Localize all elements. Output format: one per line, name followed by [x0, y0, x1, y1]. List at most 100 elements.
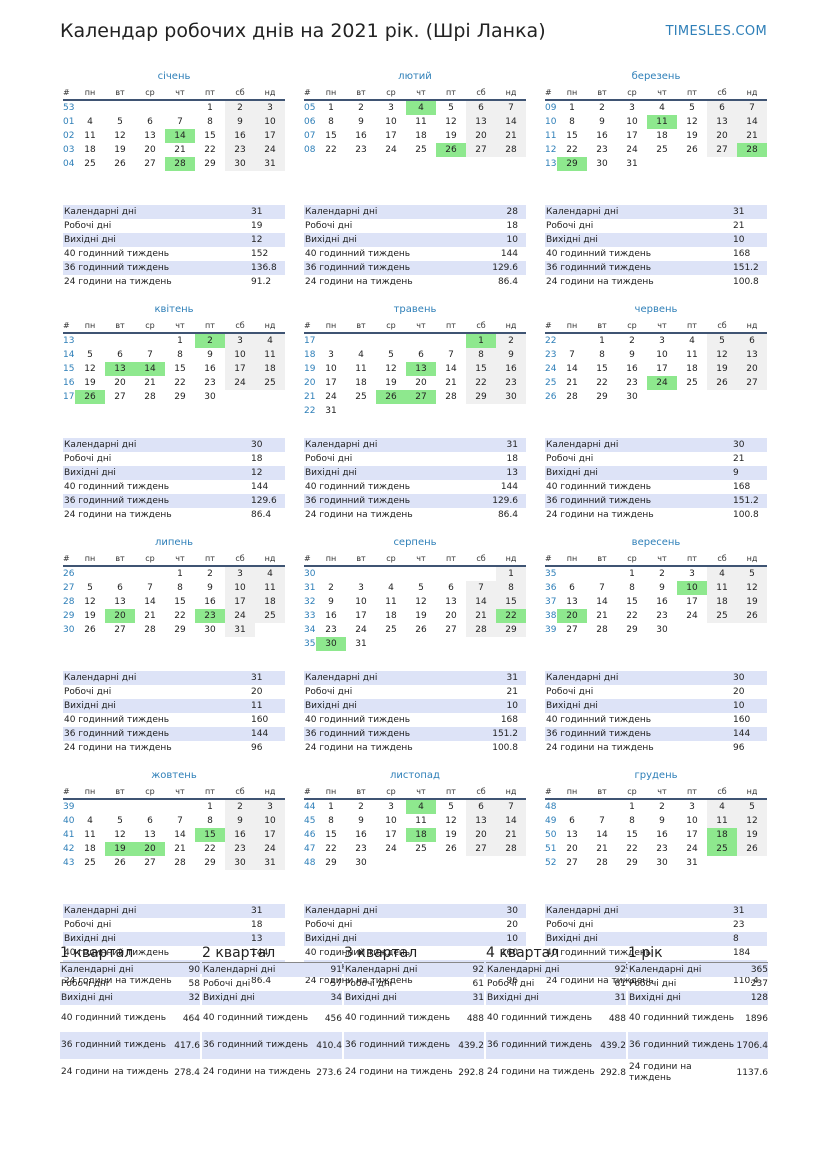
- empty-day: [436, 334, 466, 348]
- stat-label: Робочі дні: [305, 454, 353, 464]
- stat-label: 24 години на тиждень: [64, 277, 172, 287]
- empty-day: [737, 390, 767, 404]
- stat-row: Робочі дні 21: [545, 452, 767, 466]
- stat-row: 36 годинний тиждень 151.2: [545, 494, 767, 508]
- weekday-label: ср: [386, 787, 396, 796]
- stat-row: Календарні дні 28: [304, 205, 526, 219]
- stat-row: Вихідні дні 10: [304, 699, 526, 713]
- day-cell: 31: [686, 858, 698, 868]
- day-cell: 7: [177, 117, 183, 127]
- holiday-day: 28: [165, 157, 195, 171]
- empty-day: [105, 101, 135, 115]
- day-cell: 20: [114, 378, 126, 388]
- weekday-label: нд: [746, 88, 758, 97]
- stat-value: 100.8: [733, 510, 759, 520]
- week-number: 48: [304, 858, 316, 868]
- day-cell: 14: [496, 814, 526, 828]
- day-cell: 27: [466, 143, 496, 157]
- week-number-header: #: [63, 787, 70, 796]
- month-calendar: # пн вт ср чт пт сб нд 48 1 2 3 4 5 49 6 7 8 9 10 11 12 50 13 14…: [545, 786, 767, 884]
- stat-label: 40 годинний тиждень: [546, 482, 652, 492]
- weekday-label: чт: [175, 321, 185, 330]
- day-cell: 7: [147, 350, 153, 360]
- day-cell: 16: [325, 611, 337, 621]
- day-cell: 25: [255, 376, 285, 390]
- quarter-stat-label: Вихідні дні: [345, 992, 397, 1003]
- week-number-header: #: [63, 88, 70, 97]
- day-cell: 21: [596, 611, 608, 621]
- week-number-header: #: [304, 88, 311, 97]
- weekday-label: нд: [264, 554, 276, 563]
- stat-row: Календарні дні 30: [545, 438, 767, 452]
- weekday-header: # пн вт ср чт пт сб нд: [63, 320, 285, 334]
- week-number: 38: [545, 611, 557, 621]
- stat-label: 36 годинний тиждень: [546, 496, 652, 506]
- empty-day: [346, 567, 376, 581]
- day-cell: 24: [255, 842, 285, 856]
- week-row: 42 18 19 20 21 22 23 24: [63, 842, 285, 856]
- weekday-label: вт: [597, 321, 607, 330]
- quarter-stat-row: Календарні дні 365: [628, 963, 768, 977]
- day-cell: 14: [596, 830, 608, 840]
- stat-row: Робочі дні 20: [304, 918, 526, 932]
- stat-row: Календарні дні 31: [63, 904, 285, 918]
- day-cell: 6: [466, 800, 496, 814]
- holiday-day: 19: [105, 842, 135, 856]
- day-cell: 13: [707, 115, 737, 129]
- empty-day: [707, 157, 737, 171]
- day-cell: 9: [207, 350, 213, 360]
- day-cell: 21: [496, 129, 526, 143]
- month-3: березень # пн вт ср чт пт сб нд 09 1 2 3 4 5 6 7 10 8 9 10 11…: [545, 70, 767, 289]
- weekday-label: вт: [115, 88, 125, 97]
- week-number: 19: [304, 364, 316, 374]
- day-cell: 2: [629, 336, 635, 346]
- week-row: 02 11 12 13 14 15 16 17: [63, 129, 285, 143]
- stat-row: 36 годинний тиждень 144: [63, 727, 285, 741]
- empty-day: [75, 101, 105, 115]
- month-stats: Календарні дні 30 Робочі дні 18 Вихідні дні 1…: [63, 438, 285, 522]
- day-cell: 25: [415, 145, 427, 155]
- week-row: 47 22 23 24 25 26 27 28: [304, 842, 526, 856]
- stat-row: Вихідні дні 10: [304, 932, 526, 946]
- day-cell: 15: [466, 362, 496, 376]
- stat-row: 24 години на тиждень 86.4: [63, 508, 285, 522]
- holiday-day: 20: [135, 842, 165, 856]
- quarter-2: 2 квартал Календарні дні 91 Робочі дні 57 Вих…: [202, 944, 342, 1086]
- day-cell: 20: [415, 378, 427, 388]
- stat-label: Робочі дні: [546, 454, 594, 464]
- week-row: 08 22 23 24 25 26 27 28: [304, 143, 526, 157]
- quarter-stat-row: Календарні дні 92: [344, 963, 484, 977]
- day-cell: 30: [225, 157, 255, 171]
- day-cell: 12: [114, 830, 126, 840]
- day-cell: 22: [566, 145, 578, 155]
- week-row: 49 6 7 8 9 10 11 12: [545, 814, 767, 828]
- day-cell: 12: [737, 581, 767, 595]
- brand-link[interactable]: TIMESLES.COM: [665, 24, 767, 39]
- quarter-stat-label: Вихідні дні: [629, 992, 681, 1003]
- weekday-label: пт: [446, 88, 456, 97]
- quarter-stat-label: 36 годинний тиждень: [487, 1040, 593, 1050]
- day-cell: 27: [114, 625, 126, 635]
- holiday-day: 20: [557, 609, 587, 623]
- week-row: 31 2 3 4 5 6 7 8: [304, 581, 526, 595]
- empty-day: [677, 157, 707, 171]
- stat-value: 144: [251, 948, 269, 958]
- day-cell: 1: [496, 567, 526, 581]
- day-cell: 22: [174, 611, 186, 621]
- weekday-label: вт: [597, 554, 607, 563]
- month-calendar: # пн вт ср чт пт сб нд 17 1 2 18 3 4 5 6 7 8 9 19 10 11 12 13 14…: [304, 320, 526, 418]
- day-cell: 7: [737, 101, 767, 115]
- stat-value: 151.2: [733, 496, 759, 506]
- empty-day: [647, 157, 677, 171]
- day-cell: 28: [144, 392, 156, 402]
- day-cell: 26: [114, 159, 126, 169]
- day-cell: 1: [328, 103, 334, 113]
- day-cell: 9: [207, 583, 213, 593]
- quarter-stat-row: 24 години на тиждень 278.4: [60, 1059, 200, 1086]
- holiday-day: 22: [496, 609, 526, 623]
- stat-label: Календарні дні: [64, 440, 137, 450]
- weekday-label: сб: [717, 321, 727, 330]
- weekday-label: пт: [446, 554, 456, 563]
- week-row: 48 29 30: [304, 856, 526, 870]
- month-name: лютий: [398, 71, 432, 82]
